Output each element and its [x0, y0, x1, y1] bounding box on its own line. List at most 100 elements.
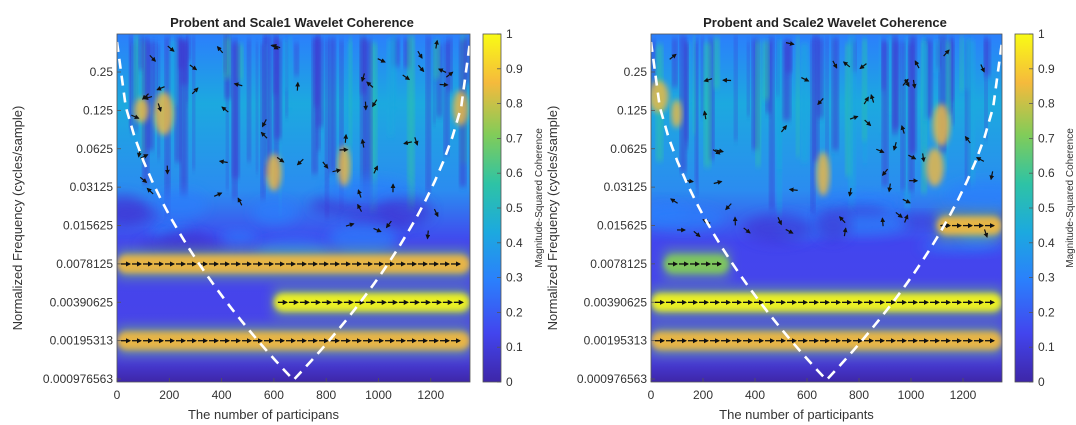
phase-arrow [864, 119, 872, 127]
x-tick-label: 0 [648, 388, 655, 402]
x-axis-label: The number of participans [188, 407, 340, 422]
texture-blob [152, 190, 208, 220]
texture-streak [747, 40, 750, 117]
texture-streak [274, 38, 282, 140]
texture-streak [950, 39, 954, 102]
phase-arrow [712, 149, 721, 155]
phase-arrow [908, 154, 917, 160]
colorbar-tick-label: 0 [1038, 375, 1045, 389]
y-tick-label: 0.125 [83, 103, 113, 117]
phase-arrow [139, 176, 148, 183]
cone-of-influence [651, 41, 1002, 382]
texture-blob [743, 214, 814, 243]
texture-streak [832, 37, 839, 151]
texture-streak [879, 35, 882, 133]
phase-arrow [213, 192, 223, 197]
texture-streak [360, 38, 367, 95]
phase-arrow [156, 86, 165, 91]
plot-frame [650, 33, 1003, 383]
y-tick-label: 0.03125 [604, 180, 648, 194]
y-axis-label: Normalized Frequency (cycles/sample) [10, 106, 25, 331]
y-tick-label: 0.03125 [70, 180, 114, 194]
texture-streak [444, 41, 449, 156]
chart-panel-2: Probent and Scale2 Wavelet Coherence 0.25… [545, 15, 1076, 422]
texture-streak [783, 39, 791, 122]
phase-arrow [377, 58, 386, 63]
texture-streak [680, 34, 687, 173]
phase-arrow [975, 157, 985, 162]
phase-arrow [713, 180, 723, 185]
y-tick-label: 0.00390625 [584, 295, 648, 309]
phase-arrow [357, 189, 362, 198]
phase-arrow [425, 230, 431, 240]
phase-arrow [343, 133, 349, 143]
phase-arrow [322, 161, 329, 169]
texture-streak [946, 40, 951, 111]
phase-arrow [832, 60, 838, 69]
y-tick-label: 0.0078125 [56, 257, 113, 271]
y-tick-label: 0.000976563 [577, 372, 647, 386]
phase-arrow [785, 41, 795, 46]
texture-streak [464, 37, 470, 84]
texture-streak [139, 36, 143, 70]
phase-arrow [670, 198, 678, 204]
colorbar-tick-label: 0.3 [506, 271, 523, 285]
phase-arrow [788, 187, 798, 193]
phase-arrow [417, 64, 425, 73]
phase-arrow [842, 227, 848, 237]
colorbar-tick-label: 0.9 [1038, 62, 1055, 76]
phase-arrow [131, 114, 140, 119]
texture-streak [223, 34, 227, 75]
phase-arrow [189, 64, 198, 71]
texture-streak [923, 40, 928, 122]
texture-streak [329, 37, 336, 173]
colorbar-tick-label: 0.9 [506, 62, 523, 76]
phase-arrow [870, 93, 875, 103]
texture-streak [262, 35, 266, 129]
colorbar-tick-label: 0.8 [1038, 97, 1055, 111]
texture-streak [696, 38, 699, 195]
phase-arrow [146, 187, 154, 195]
texture-streak [984, 38, 990, 77]
phase-arrow [842, 61, 851, 68]
texture-hotspot [671, 99, 683, 128]
phase-arrow [149, 54, 156, 62]
texture-streak [256, 42, 259, 174]
texture-streak [887, 37, 894, 114]
colorbar-label: Magnitude-Squared Coherence [1065, 128, 1076, 268]
phase-arrow [703, 77, 713, 83]
texture-streak [892, 34, 898, 136]
phase-arrow [237, 197, 243, 206]
y-tick-label: 0.000976563 [43, 372, 113, 386]
texture-hotspot [453, 90, 469, 126]
phase-arrow [980, 64, 985, 73]
phase-arrow [920, 153, 926, 163]
texture-hotspot [816, 152, 830, 196]
x-tick-label: 800 [849, 388, 869, 402]
heatmap-area [117, 34, 470, 382]
phase-arrow [983, 229, 989, 238]
phase-arrow [385, 220, 392, 229]
heatmap-area [651, 34, 1002, 382]
texture-streak [672, 38, 678, 88]
chart-title: Probent and Scale1 Wavelet Coherence [170, 15, 414, 30]
phase-arrow [669, 53, 677, 60]
phase-arrow [849, 115, 859, 120]
phase-arrow [838, 216, 846, 224]
texture-streak [755, 40, 761, 167]
phase-arrow [360, 73, 366, 83]
colorbar-label: Magnitude-Squared Coherence [534, 128, 545, 268]
y-tick-label: 0.0625 [610, 142, 647, 156]
phase-arrow [438, 68, 447, 73]
texture-blob [117, 207, 159, 220]
phase-arrow [989, 171, 995, 181]
colorbar-tick-label: 0.3 [1038, 271, 1055, 285]
texture-streak [169, 38, 177, 106]
y-tick-label: 0.00195313 [584, 334, 648, 348]
y-tick-label: 0.0078125 [590, 257, 647, 271]
phase-arrow [863, 96, 869, 105]
x-tick-label: 1000 [365, 388, 392, 402]
colorbar-tick-label: 0.5 [506, 201, 523, 215]
phase-arrow [801, 77, 810, 82]
